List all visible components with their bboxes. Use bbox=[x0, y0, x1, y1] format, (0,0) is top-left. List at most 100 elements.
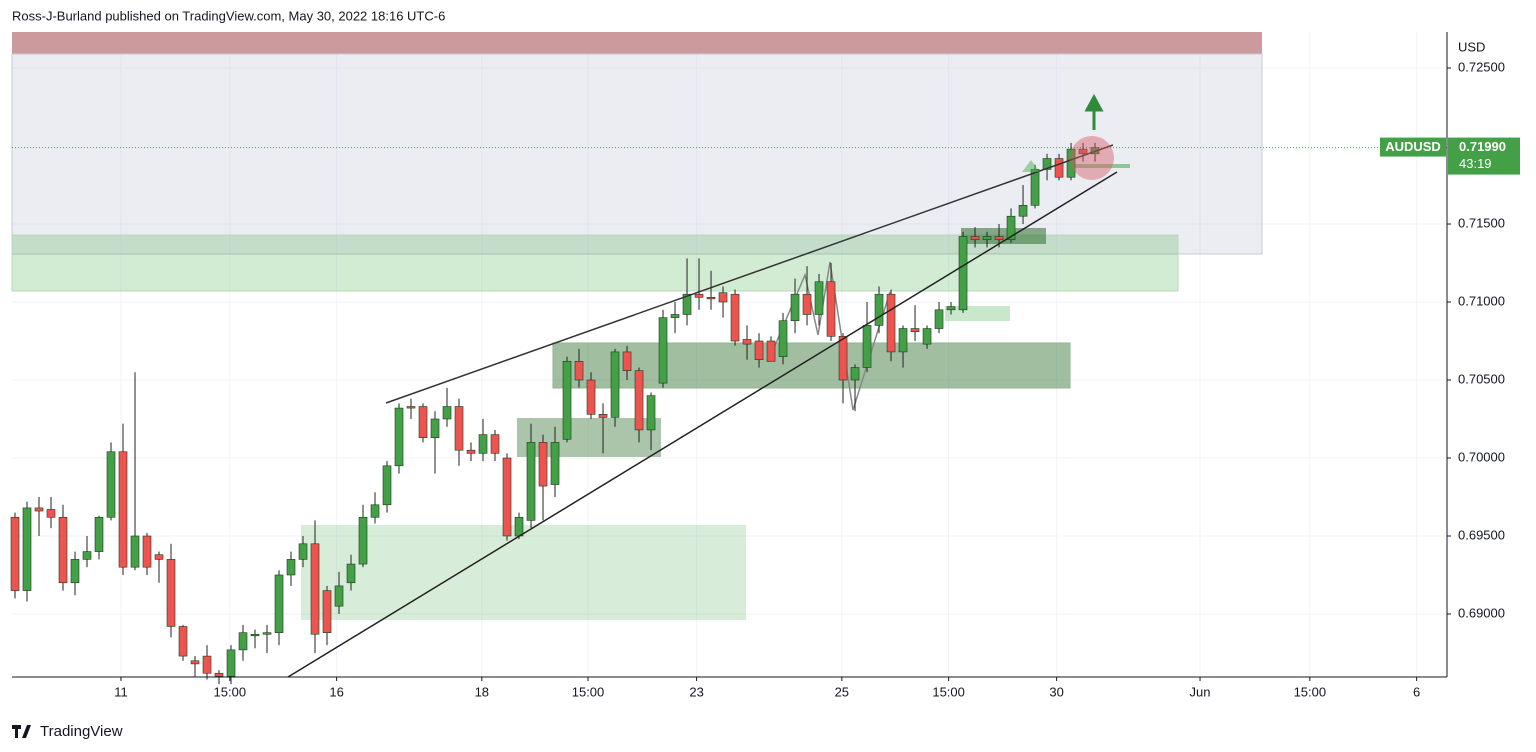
candle-body bbox=[862, 325, 872, 368]
candle-body bbox=[514, 516, 524, 537]
candle-body bbox=[334, 585, 344, 607]
candle-body bbox=[1054, 158, 1064, 178]
candles bbox=[10, 142, 1100, 685]
candle-body bbox=[82, 551, 92, 560]
candle-body bbox=[142, 535, 152, 568]
last-price-label: 0.71990 bbox=[1459, 139, 1506, 154]
candle-body bbox=[310, 543, 320, 635]
candle-body bbox=[106, 451, 116, 518]
candle-body bbox=[214, 672, 224, 677]
candle-body bbox=[934, 309, 944, 329]
resistance-zone bbox=[12, 32, 1262, 54]
candle-body bbox=[394, 407, 404, 467]
x-tick-label: 30 bbox=[1049, 684, 1063, 699]
candle-body bbox=[154, 554, 164, 560]
candle-body bbox=[694, 293, 704, 298]
demand-zone bbox=[301, 525, 746, 620]
candle-body bbox=[10, 516, 20, 591]
candle-body bbox=[646, 395, 656, 431]
candle-body bbox=[58, 516, 68, 584]
candle-body bbox=[1066, 148, 1076, 178]
candle-body bbox=[850, 367, 860, 381]
x-tick-label: Jun bbox=[1190, 684, 1211, 699]
y-tick-label: 0.72500 bbox=[1458, 59, 1505, 74]
symbol-label: AUDUSD bbox=[1385, 139, 1441, 154]
candle-body bbox=[502, 457, 512, 537]
x-tick-label: 11 bbox=[114, 684, 128, 699]
candle-body bbox=[118, 451, 128, 568]
candle-body bbox=[838, 336, 848, 381]
countdown: 43:19 bbox=[1459, 156, 1492, 171]
candle-body bbox=[946, 306, 956, 311]
candle-body bbox=[478, 434, 488, 454]
currency: USD bbox=[1458, 39, 1485, 54]
trend-line bbox=[385, 144, 1114, 404]
candle-body bbox=[418, 406, 428, 439]
candle-body bbox=[1018, 204, 1028, 217]
x-tick-label: 15:00 bbox=[932, 684, 965, 699]
x-tick-label: 25 bbox=[835, 684, 849, 699]
candle-body bbox=[382, 465, 392, 506]
symbol-tag bbox=[1380, 137, 1446, 157]
zone bbox=[1070, 164, 1130, 168]
up-arrow bbox=[1084, 93, 1104, 130]
candle-body bbox=[250, 633, 260, 637]
candle-body bbox=[370, 504, 380, 518]
candle-body bbox=[1006, 215, 1016, 240]
candle-body bbox=[826, 281, 836, 337]
logo bbox=[12, 725, 31, 738]
y-tick-label: 0.69500 bbox=[1458, 527, 1505, 542]
candle-body bbox=[286, 559, 296, 576]
publish-info: Ross-J-Burland published on TradingView.… bbox=[12, 8, 445, 23]
range-zone bbox=[11, 53, 1263, 255]
candle-body bbox=[130, 535, 140, 568]
y-tick-label: 0.70500 bbox=[1458, 371, 1505, 386]
x-tick-label: 18 bbox=[475, 684, 489, 699]
highlight-circle bbox=[1070, 136, 1114, 180]
candle-body bbox=[166, 559, 176, 627]
candle-body bbox=[358, 516, 368, 565]
candle-body bbox=[538, 442, 548, 487]
candle-body bbox=[442, 406, 452, 420]
candle-body bbox=[238, 632, 248, 651]
candle-body bbox=[706, 297, 716, 300]
candle-body bbox=[322, 590, 332, 634]
candle-body bbox=[190, 660, 200, 665]
candle-body bbox=[922, 328, 932, 345]
candle-body bbox=[298, 543, 308, 560]
candle-body bbox=[670, 314, 680, 318]
candle-body bbox=[178, 626, 188, 657]
candle-body bbox=[658, 317, 668, 384]
candle-body bbox=[226, 649, 236, 677]
candle-body bbox=[970, 236, 980, 240]
candle-body bbox=[682, 293, 692, 315]
candle-body bbox=[718, 292, 728, 303]
candle-body bbox=[94, 516, 104, 552]
candle-body bbox=[586, 379, 596, 415]
brand: TradingView bbox=[40, 723, 123, 740]
x-tick-label: 15:00 bbox=[1294, 684, 1327, 699]
candle-body bbox=[1042, 158, 1052, 170]
candle-body bbox=[490, 434, 500, 454]
x-tick-label: 16 bbox=[329, 684, 343, 699]
candle-body bbox=[730, 293, 740, 342]
y-tick-label: 0.70000 bbox=[1458, 449, 1505, 464]
price-tag bbox=[1448, 137, 1520, 175]
x-tick-label: 6 bbox=[1413, 684, 1420, 699]
candle-body bbox=[610, 351, 620, 418]
candle-body bbox=[1030, 169, 1040, 206]
candle-body bbox=[790, 293, 800, 322]
candle-body bbox=[874, 293, 884, 326]
candle-body bbox=[598, 414, 608, 418]
trend-line bbox=[287, 171, 1118, 678]
candle-body bbox=[34, 507, 44, 512]
candle-body bbox=[406, 406, 416, 409]
candle-body bbox=[454, 406, 464, 451]
candle-body bbox=[742, 339, 752, 345]
candle-body bbox=[994, 236, 1004, 240]
candle-body bbox=[898, 328, 908, 353]
x-tick-label: 15:00 bbox=[214, 684, 247, 699]
candle-body bbox=[766, 340, 776, 362]
y-tick-label: 0.71000 bbox=[1458, 293, 1505, 308]
